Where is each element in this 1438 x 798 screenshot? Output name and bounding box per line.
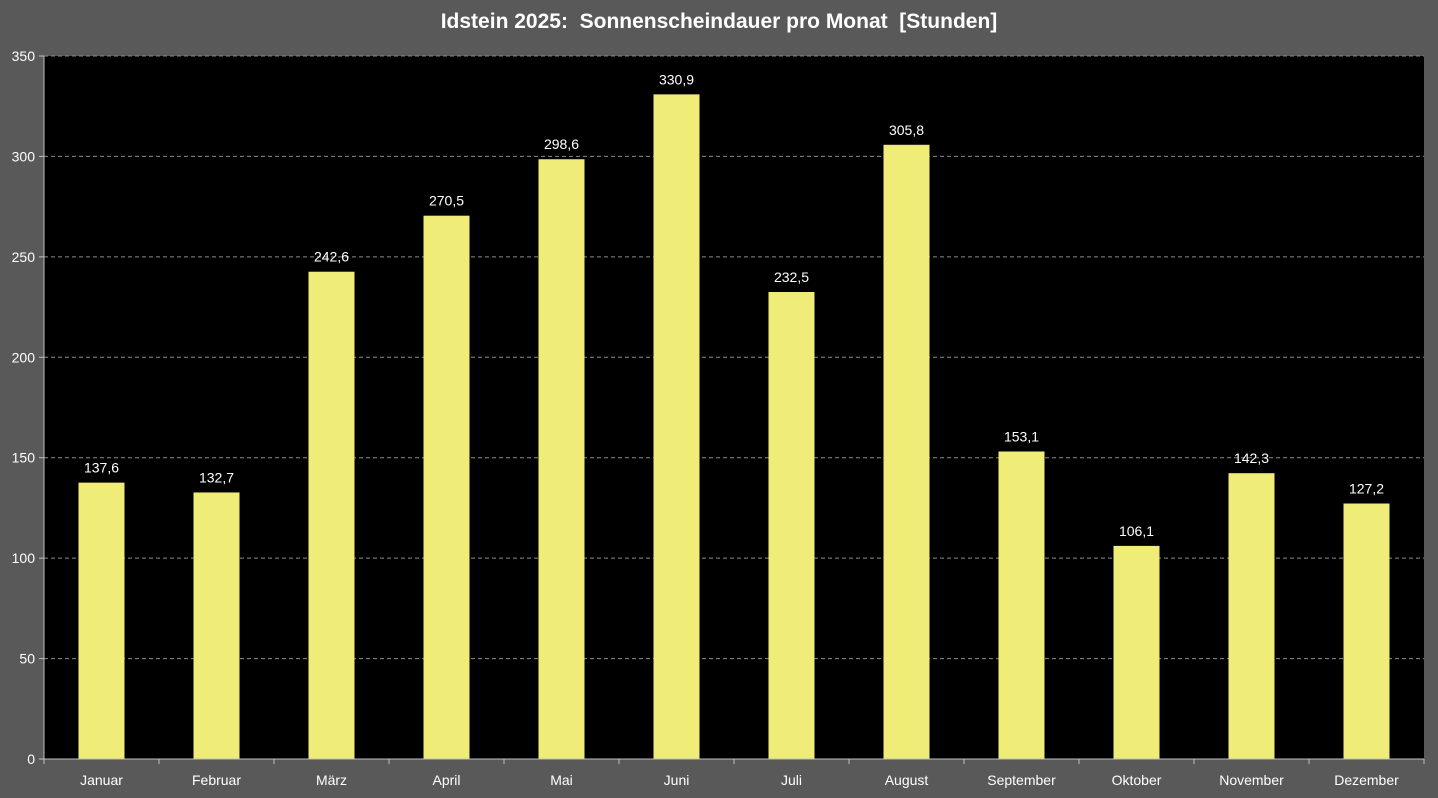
x-tick-label: März [316, 772, 347, 788]
data-label: 330,9 [659, 71, 694, 87]
bar-oktober [1113, 545, 1160, 759]
data-label: 127,2 [1349, 481, 1384, 497]
data-label: 298,6 [544, 136, 579, 152]
plot-area [44, 56, 1424, 759]
bar-juli [768, 292, 815, 759]
x-tick-label: Oktober [1112, 772, 1162, 788]
x-tick-label: Mai [550, 772, 573, 788]
data-label: 232,5 [774, 269, 809, 285]
x-tick-label: Dezember [1334, 772, 1399, 788]
y-tick-label: 350 [12, 48, 36, 64]
bar-november [1228, 473, 1275, 759]
data-label: 153,1 [1004, 428, 1039, 444]
data-label: 270,5 [429, 193, 464, 209]
x-tick-label: Februar [192, 772, 241, 788]
data-label: 305,8 [889, 122, 924, 138]
y-tick-label: 250 [12, 249, 36, 265]
x-tick-label: April [432, 772, 460, 788]
data-label: 242,6 [314, 249, 349, 265]
x-tick-label: Januar [80, 772, 123, 788]
bar-september [998, 451, 1045, 759]
bar-dezember [1343, 503, 1390, 759]
x-tick-label: August [885, 772, 929, 788]
bar-mai [538, 159, 585, 759]
y-tick-label: 100 [12, 550, 36, 566]
bar-juni [653, 94, 700, 760]
y-tick-label: 300 [12, 148, 36, 164]
bar-august [883, 144, 930, 759]
gridlines [44, 55, 1424, 660]
data-labels: 137,6 132,7 242,6 270,5 298,6 330,9 232,5 305,8… [84, 71, 1384, 539]
data-label: 142,3 [1234, 450, 1269, 466]
y-tick-label: 150 [12, 450, 36, 466]
y-tick-label: 0 [27, 751, 35, 767]
y-tick-label: 200 [12, 349, 36, 365]
y-tick-label: 50 [19, 651, 35, 667]
bar-april [423, 215, 470, 760]
x-tick-label: Juni [664, 772, 690, 788]
axes: 0 50 100 150 200 250 300 350 Januar Februar März Ap… [12, 48, 1425, 788]
x-tick-label: Juli [781, 772, 802, 788]
data-label: 106,1 [1119, 523, 1154, 539]
bar-februar [193, 492, 240, 759]
chart-title: Idstein 2025: Sonnenscheindauer pro Mona… [440, 10, 998, 33]
data-label: 137,6 [84, 460, 119, 476]
bar-januar [78, 482, 125, 759]
x-tick-label: November [1219, 772, 1284, 788]
bars [78, 94, 1390, 760]
data-label: 132,7 [199, 469, 234, 485]
bar-märz [308, 271, 355, 759]
x-tick-label: September [987, 772, 1056, 788]
